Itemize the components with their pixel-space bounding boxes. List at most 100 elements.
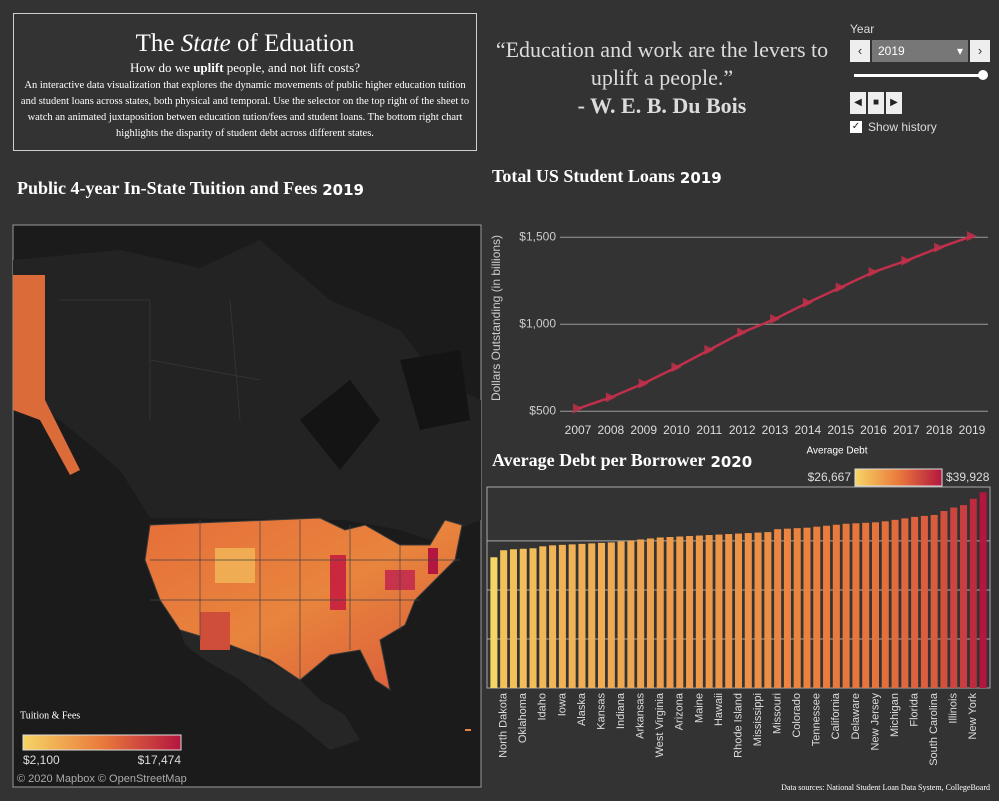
bar — [960, 505, 968, 688]
bar — [940, 511, 948, 688]
bar — [549, 545, 557, 688]
point-marker — [901, 255, 912, 266]
x-tick-label: Florida — [909, 692, 921, 727]
bar — [529, 548, 537, 688]
x-tick-label: Mississippi — [752, 693, 764, 746]
quote-text: “Education and work are the levers to up… — [495, 37, 829, 90]
header-box: The State of Eduation How do we uplift p… — [13, 13, 477, 151]
mexico — [180, 630, 360, 750]
x-tick-label: Alaska — [576, 692, 588, 726]
bar — [637, 539, 645, 688]
control-label: Year — [850, 22, 875, 36]
state-shape — [215, 548, 255, 583]
x-tick-label: 2008 — [597, 423, 624, 437]
bar — [862, 522, 870, 688]
bar — [823, 525, 831, 688]
x-tick-label: Indiana — [615, 692, 627, 729]
x-tick-label: New York — [967, 693, 979, 740]
x-tick-label: West Virginia — [654, 692, 666, 757]
bar — [568, 544, 576, 688]
header-description: An interactive data visualization that e… — [20, 80, 470, 139]
x-tick-label: 2013 — [762, 423, 789, 437]
year-dropdown: ‹ 2019 › — [850, 40, 990, 62]
bar — [558, 544, 566, 688]
x-tick-label: Maine — [693, 693, 705, 723]
bar — [803, 527, 811, 688]
title-part: The — [135, 30, 175, 57]
bar — [646, 538, 654, 688]
bar — [842, 523, 850, 688]
next-button[interactable]: › — [970, 40, 990, 62]
play-button[interactable]: ▶ — [886, 92, 902, 114]
bar — [588, 543, 596, 688]
quote: “Education and work are the levers to up… — [486, 36, 838, 120]
x-tick-label: Missouri — [772, 693, 784, 734]
bar — [813, 526, 821, 688]
bar — [695, 535, 703, 688]
bar — [627, 540, 635, 688]
bar — [969, 498, 977, 688]
x-tick-label: 2011 — [696, 423, 722, 437]
subtitle-part: uplift — [193, 60, 224, 75]
bar — [705, 535, 713, 688]
chart-title: Public 4-year In-State Tuition and Fees 2… — [17, 178, 364, 198]
bar — [607, 542, 615, 688]
footnote: Data sources: National Student Loan Data… — [781, 783, 990, 792]
year-controls: Year ‹ 2019 › ◀ ■ ▶ ✓Show history — [850, 22, 990, 134]
legend-label: $2,100 — [23, 753, 60, 767]
province-borders — [60, 299, 261, 421]
stop-button[interactable]: ■ — [868, 92, 884, 114]
bar — [617, 541, 625, 688]
x-tick-label: 2007 — [565, 423, 592, 437]
point-marker — [573, 403, 583, 414]
back-button[interactable]: ◀ — [850, 92, 866, 114]
bar — [754, 532, 762, 688]
x-tick-label: 2017 — [893, 423, 920, 437]
bar — [891, 519, 899, 688]
x-tick-label: Oklahoma — [517, 692, 529, 743]
bar — [979, 492, 987, 688]
title-part: State — [180, 30, 231, 57]
x-tick-label: 2012 — [729, 423, 756, 437]
year-select[interactable]: 2019 — [872, 40, 968, 62]
bar — [519, 548, 527, 688]
legend-gradient — [854, 468, 943, 487]
legend-title: Tuition & Fees — [20, 710, 80, 721]
point-marker — [638, 378, 649, 389]
point-marker — [802, 297, 813, 308]
state-borders — [150, 520, 460, 680]
y-tick-label: $1,000 — [519, 316, 556, 330]
bar — [666, 537, 674, 688]
bar — [881, 521, 889, 688]
chart-title: Average Debt per Borrower 2020 — [492, 450, 752, 470]
legend-title: Average Debt — [807, 446, 868, 457]
x-tick-label: Colorado — [791, 693, 803, 738]
prev-button[interactable]: ‹ — [850, 40, 870, 62]
bar — [686, 536, 694, 688]
point-marker — [671, 362, 682, 373]
legend-label: $17,474 — [138, 753, 182, 767]
x-tick-label: Idaho — [537, 693, 549, 721]
legend-gradient — [22, 734, 182, 751]
canada-land — [13, 240, 481, 540]
history-toggle[interactable]: ✓ Show history — [850, 120, 937, 134]
x-tick-label: 2019 — [959, 423, 986, 437]
bar — [911, 516, 919, 688]
x-tick-label: Rhode Island — [732, 693, 744, 758]
x-tick-label: 2015 — [827, 423, 854, 437]
bar — [871, 522, 880, 688]
year-slider[interactable] — [850, 68, 990, 82]
point-marker — [605, 392, 616, 403]
title-text: Total US Student Loans — [492, 166, 675, 186]
x-tick-label: North Dakota — [498, 692, 510, 758]
state-shape — [200, 612, 230, 650]
x-tick-label: New Jersey — [869, 693, 881, 751]
bar — [793, 528, 801, 688]
x-tick-label: 2018 — [926, 423, 953, 437]
x-tick-label: Illinois — [948, 693, 960, 724]
x-tick-label: Iowa — [556, 692, 568, 716]
legend-label: $26,667 — [808, 470, 852, 484]
bar — [490, 557, 498, 688]
y-tick-label: $500 — [529, 403, 556, 417]
